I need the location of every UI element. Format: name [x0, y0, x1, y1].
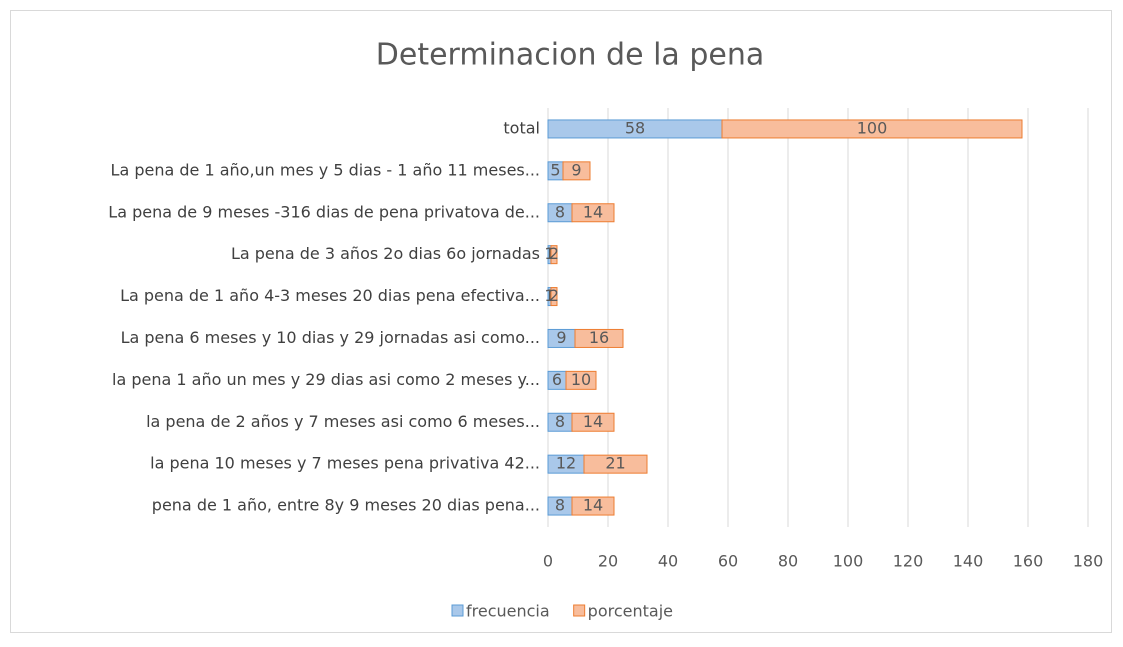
chart-border — [10, 10, 1112, 633]
legend-swatch — [451, 604, 464, 617]
legend-label: frecuencia — [466, 602, 550, 621]
x-tick-label: 120 — [893, 552, 924, 571]
data-label: 21 — [605, 454, 625, 473]
bar-segment — [571, 496, 615, 516]
data-label: 12 — [556, 454, 576, 473]
bar-segment — [583, 454, 648, 474]
data-label: 8 — [555, 202, 565, 221]
data-label: 10 — [571, 370, 591, 389]
data-label: 1 — [544, 286, 554, 305]
category-label: la pena 1 año un mes y 29 dias asi como … — [112, 370, 540, 389]
bar-segment — [571, 412, 615, 432]
category-label: pena de 1 año, entre 8y 9 meses 20 dias … — [152, 496, 540, 515]
legend-swatch — [573, 604, 586, 617]
data-label: 1 — [544, 244, 554, 263]
bar-segment — [562, 161, 591, 181]
x-tick-label: 100 — [833, 552, 864, 571]
data-label: 2 — [549, 244, 559, 263]
x-tick-label: 140 — [953, 552, 984, 571]
data-label: 5 — [550, 160, 560, 179]
x-tick-label: 0 — [543, 552, 553, 571]
bar-segment — [550, 287, 558, 307]
chart-title: Determinacion de la pena — [376, 38, 764, 73]
x-tick-label: 60 — [718, 552, 738, 571]
category-label: La pena de 9 meses -316 dias de pena pri… — [108, 202, 540, 221]
bar-segment — [721, 119, 1023, 139]
x-tick-label: 20 — [598, 552, 618, 571]
category-label: la pena de 2 años y 7 meses asi como 6 m… — [146, 412, 540, 431]
category-label: La pena 6 meses y 10 dias y 29 jornadas … — [121, 328, 540, 347]
category-label: la pena 10 meses y 7 meses pena privativ… — [150, 454, 540, 473]
data-label: 14 — [583, 202, 603, 221]
category-label: La pena de 1 año 4-3 meses 20 dias pena … — [120, 286, 540, 305]
category-label: total — [503, 118, 540, 137]
data-label: 9 — [571, 160, 581, 179]
bar-segment — [574, 328, 624, 348]
bar-segment — [550, 245, 558, 265]
data-label: 9 — [556, 328, 566, 347]
x-tick-label: 80 — [778, 552, 798, 571]
bar-segment — [571, 203, 615, 223]
data-label: 2 — [549, 286, 559, 305]
category-label: La pena de 1 año,un mes y 5 dias - 1 año… — [111, 160, 540, 179]
data-label: 14 — [583, 496, 603, 515]
data-label: 8 — [555, 412, 565, 431]
legend-label: porcentaje — [588, 602, 673, 621]
data-label: 100 — [857, 118, 888, 137]
data-label: 6 — [552, 370, 562, 389]
data-label: 14 — [583, 412, 603, 431]
category-label: La pena de 3 años 2o dias 6o jornadas — [231, 244, 540, 263]
x-tick-label: 40 — [658, 552, 678, 571]
x-tick-label: 160 — [1013, 552, 1044, 571]
data-label: 58 — [625, 118, 645, 137]
bar-segment — [565, 370, 597, 390]
data-label: 16 — [589, 328, 609, 347]
data-label: 8 — [555, 496, 565, 515]
x-tick-label: 180 — [1073, 552, 1104, 571]
